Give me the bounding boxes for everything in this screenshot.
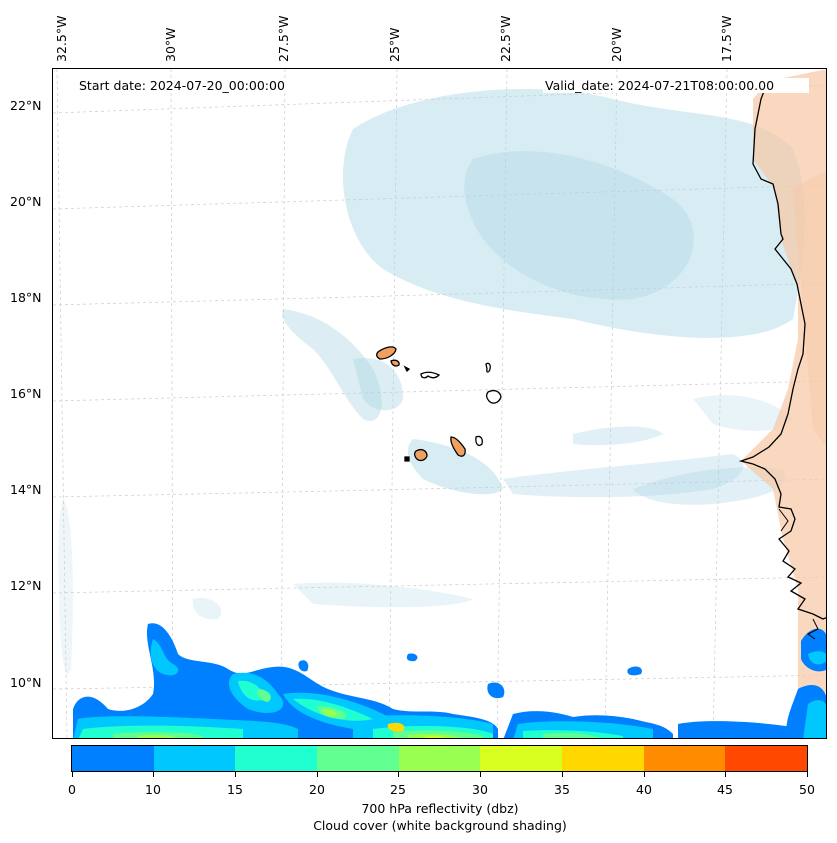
cape-verde-islands <box>376 346 502 462</box>
colorbar-segment <box>480 746 563 771</box>
colorbar-tickmark <box>235 772 236 777</box>
colorbar-tickmark <box>153 772 154 777</box>
lat-label: 22°N <box>10 98 42 113</box>
colorbar-tick-label: 15 <box>227 782 243 797</box>
colorbar <box>71 745 808 772</box>
lat-label: 10°N <box>10 675 42 690</box>
lat-label: 14°N <box>10 482 42 497</box>
coastline-detail <box>778 508 789 532</box>
island-santa-luzia <box>403 365 411 373</box>
map-canvas <box>53 69 826 738</box>
colorbar-tick-label: 45 <box>717 782 733 797</box>
african-coastline <box>738 80 826 620</box>
coastline-detail <box>807 618 819 640</box>
colorbar-segment <box>317 746 399 771</box>
colorbar-tick-label: 35 <box>554 782 570 797</box>
reflectivity-bands <box>73 623 826 738</box>
colorbar-tickmark <box>644 772 645 777</box>
colorbar-segment <box>72 746 154 771</box>
colorbar-tick-label: 30 <box>472 782 488 797</box>
lat-label: 16°N <box>10 386 42 401</box>
island-brava <box>404 456 410 462</box>
colorbar-label: 700 hPa reflectivity (dbz) <box>361 801 519 816</box>
colorbar-tick-label: 0 <box>68 782 76 797</box>
lat-label: 20°N <box>10 194 42 209</box>
colorbar-tickmark <box>72 772 73 777</box>
colorbar-tickmark <box>480 772 481 777</box>
lat-label: 18°N <box>10 290 42 305</box>
lon-label: 27.5°W <box>276 15 291 62</box>
lon-label: 30°W <box>163 27 178 62</box>
map-panel <box>52 68 827 739</box>
island-sao-vicente <box>390 359 400 367</box>
start-date-label: Start date: 2024-07-20_00:00:00 <box>77 78 287 93</box>
island-maio <box>475 435 483 446</box>
lon-label: 17.5°W <box>719 15 734 62</box>
valid-date-label: Valid_date: 2024-07-21T08:00:00.00 <box>543 78 809 93</box>
colorbar-segment <box>235 746 318 771</box>
island-sal <box>485 362 491 373</box>
island-boa-vista <box>485 390 502 404</box>
colorbar-segment <box>562 746 644 771</box>
cloud-cover <box>58 89 805 675</box>
land-shading <box>741 69 826 738</box>
colorbar-tickmark <box>398 772 399 777</box>
colorbar-tickmark <box>725 772 726 777</box>
lon-label: 25°W <box>387 27 402 62</box>
colorbar-tick-label: 25 <box>390 782 406 797</box>
colorbar-segment <box>725 746 808 771</box>
colorbar-tick-label: 40 <box>636 782 652 797</box>
colorbar-tick-label: 20 <box>309 782 325 797</box>
colorbar-tickmark <box>317 772 318 777</box>
colorbar-tick-label: 50 <box>799 782 815 797</box>
colorbar-tickmark <box>562 772 563 777</box>
island-fogo <box>413 449 428 462</box>
colorbar-segment <box>153 746 236 771</box>
colorbar-tick-label: 10 <box>145 782 161 797</box>
colorbar-tickmark <box>807 772 808 777</box>
island-santo-antao <box>376 346 397 360</box>
colorbar-segment <box>398 746 481 771</box>
colorbar-segment <box>643 746 726 771</box>
lat-label: 12°N <box>10 578 42 593</box>
lon-label: 32.5°W <box>54 15 69 62</box>
colorbar-sublabel: Cloud cover (white background shading) <box>313 818 567 833</box>
lon-label: 20°W <box>609 27 624 62</box>
lon-label: 22.5°W <box>498 15 513 62</box>
island-santiago <box>450 436 466 457</box>
island-sao-nicolau <box>420 371 441 379</box>
